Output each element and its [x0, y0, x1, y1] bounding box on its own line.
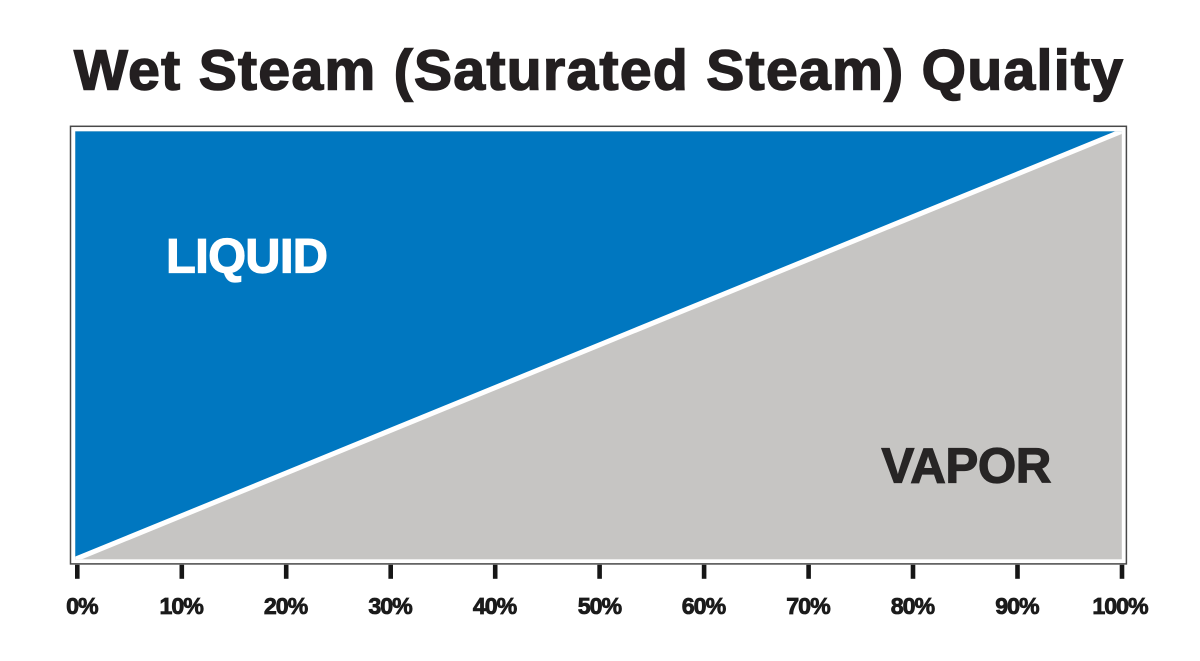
- svg-text:0%: 0%: [66, 593, 98, 619]
- svg-text:30%: 30%: [368, 593, 412, 619]
- svg-text:Wet Steam (Saturated Steam) Qu: Wet Steam (Saturated Steam) Quality: [74, 39, 1124, 103]
- svg-text:50%: 50%: [578, 593, 622, 619]
- svg-text:20%: 20%: [264, 593, 308, 619]
- svg-text:70%: 70%: [786, 593, 830, 619]
- svg-text:VAPOR: VAPOR: [881, 440, 1051, 494]
- svg-text:10%: 10%: [159, 593, 203, 619]
- svg-text:60%: 60%: [682, 593, 726, 619]
- svg-text:100%: 100%: [1092, 593, 1148, 619]
- svg-text:80%: 80%: [891, 593, 935, 619]
- svg-text:40%: 40%: [473, 593, 517, 619]
- svg-text:LIQUID: LIQUID: [166, 230, 327, 284]
- svg-text:90%: 90%: [995, 593, 1039, 619]
